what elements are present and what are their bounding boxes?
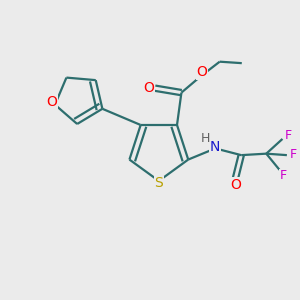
Text: F: F xyxy=(290,148,297,161)
Text: H: H xyxy=(200,132,210,146)
Text: O: O xyxy=(196,65,208,79)
Text: O: O xyxy=(143,81,154,94)
Text: O: O xyxy=(230,178,241,192)
Text: S: S xyxy=(154,176,163,190)
Text: N: N xyxy=(209,140,220,154)
Text: F: F xyxy=(280,169,286,182)
Text: F: F xyxy=(285,130,292,142)
Text: O: O xyxy=(46,95,57,109)
